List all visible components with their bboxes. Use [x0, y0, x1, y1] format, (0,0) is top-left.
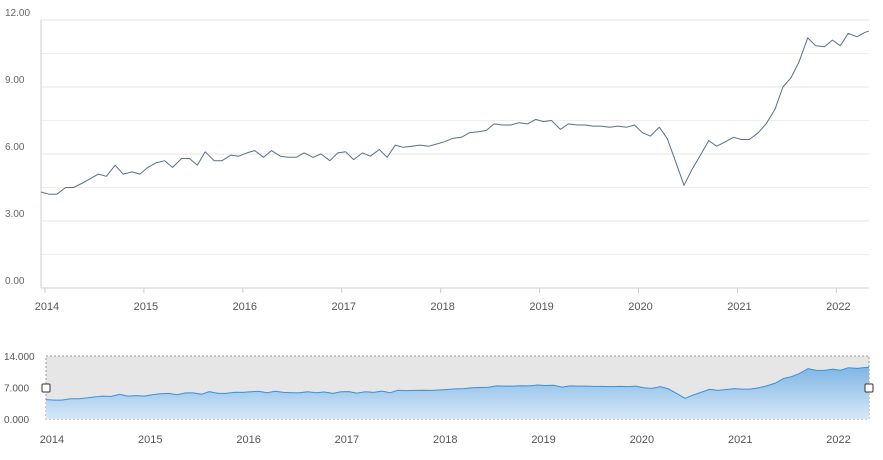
x-tick-label: 2016 [233, 301, 257, 313]
y-tick-label: 3.00 [5, 209, 25, 220]
x-tick-label: 2014 [35, 301, 59, 313]
y-tick-label: 9.00 [5, 75, 25, 86]
main-x-axis-labels: 2014 2015 2016 2017 2018 2019 2020 2021 2022 [35, 288, 851, 313]
main-series[interactable] [40, 30, 870, 195]
navigator-y-tick-label: 14.000 [4, 352, 35, 363]
navigator-x-tick-label: 2022 [826, 434, 850, 446]
main-gridlines [41, 19, 869, 255]
navigator-y-tick-label: 0.000 [4, 415, 29, 426]
navigator-y-axis-labels: 0.000 7.000 14.000 [4, 352, 35, 426]
series-line[interactable] [40, 30, 870, 195]
navigator-x-tick-label: 2016 [236, 434, 260, 446]
x-tick-label: 2015 [134, 301, 158, 313]
navigator-line [45, 366, 870, 401]
x-tick-label: 2021 [727, 301, 751, 313]
navigator-x-tick-label: 2021 [728, 434, 752, 446]
navigator-area [46, 367, 869, 419]
navigator-right-handle[interactable] [864, 383, 874, 393]
x-tick-label: 2020 [628, 301, 652, 313]
main-x-axis [40, 20, 869, 289]
navigator-x-tick-label: 2019 [531, 434, 555, 446]
navigator-x-tick-label: 2017 [335, 434, 359, 446]
navigator-handles[interactable] [41, 383, 874, 393]
main-y-axis-labels: 0.00 3.00 6.00 9.00 12.00 [5, 8, 30, 287]
navigator-y-tick-label: 7.000 [4, 384, 29, 395]
navigator-series [45, 366, 870, 419]
navigator-x-tick-label: 2018 [433, 434, 457, 446]
navigator-left-handle[interactable] [41, 383, 51, 393]
navigator-x-tick-label: 2020 [630, 434, 654, 446]
y-tick-label: 12.00 [5, 8, 30, 19]
x-tick-label: 2017 [331, 301, 355, 313]
navigator-x-tick-label: 2015 [138, 434, 162, 446]
x-tick-label: 2022 [826, 301, 850, 313]
x-tick-label: 2019 [529, 301, 553, 313]
x-tick-label: 2018 [430, 301, 454, 313]
y-tick-label: 0.00 [5, 276, 25, 287]
navigator-x-tick-label: 2014 [40, 434, 64, 446]
navigator-x-axis-labels: 2014 2015 2016 2017 2018 2019 2020 2021 2022 [40, 434, 851, 446]
y-tick-label: 6.00 [5, 142, 25, 153]
